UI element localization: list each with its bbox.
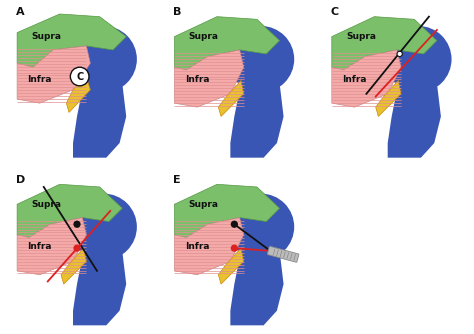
Circle shape <box>74 245 80 251</box>
Polygon shape <box>80 67 122 90</box>
Polygon shape <box>219 80 244 117</box>
Polygon shape <box>219 248 244 284</box>
Polygon shape <box>61 248 86 284</box>
Text: Supra: Supra <box>31 200 62 209</box>
Text: Infra: Infra <box>185 75 210 84</box>
Polygon shape <box>230 70 283 158</box>
Text: B: B <box>173 7 182 17</box>
Circle shape <box>70 67 89 86</box>
Circle shape <box>397 51 402 56</box>
Text: Infra: Infra <box>342 75 367 84</box>
Polygon shape <box>66 76 91 113</box>
Polygon shape <box>237 67 280 90</box>
Polygon shape <box>174 50 244 107</box>
Polygon shape <box>332 17 437 70</box>
Circle shape <box>74 221 80 227</box>
Circle shape <box>70 194 137 260</box>
Polygon shape <box>17 46 91 103</box>
Text: C: C <box>330 7 338 17</box>
Polygon shape <box>376 80 401 117</box>
Polygon shape <box>80 235 122 258</box>
Text: Infra: Infra <box>27 75 52 84</box>
Circle shape <box>231 245 237 251</box>
Text: Infra: Infra <box>185 242 210 251</box>
Circle shape <box>231 221 237 227</box>
Text: Supra: Supra <box>346 32 376 41</box>
Text: E: E <box>173 175 181 185</box>
Polygon shape <box>174 217 244 275</box>
Text: A: A <box>16 7 25 17</box>
Text: Infra: Infra <box>27 242 52 251</box>
Text: C: C <box>76 71 83 81</box>
Text: Supra: Supra <box>189 32 219 41</box>
Polygon shape <box>17 14 126 67</box>
Polygon shape <box>394 67 437 90</box>
Circle shape <box>385 26 452 93</box>
Polygon shape <box>237 235 280 258</box>
Circle shape <box>228 26 294 93</box>
Text: D: D <box>16 175 25 185</box>
Text: Supra: Supra <box>31 32 62 41</box>
Polygon shape <box>17 217 86 275</box>
Circle shape <box>228 194 294 260</box>
Polygon shape <box>73 70 126 158</box>
Polygon shape <box>174 17 280 70</box>
Polygon shape <box>332 50 401 107</box>
Polygon shape <box>73 237 126 325</box>
Text: Supra: Supra <box>189 200 219 209</box>
Polygon shape <box>174 184 280 237</box>
FancyBboxPatch shape <box>267 246 299 262</box>
Polygon shape <box>17 184 122 237</box>
Circle shape <box>70 26 137 93</box>
Polygon shape <box>388 70 441 158</box>
Polygon shape <box>230 237 283 325</box>
